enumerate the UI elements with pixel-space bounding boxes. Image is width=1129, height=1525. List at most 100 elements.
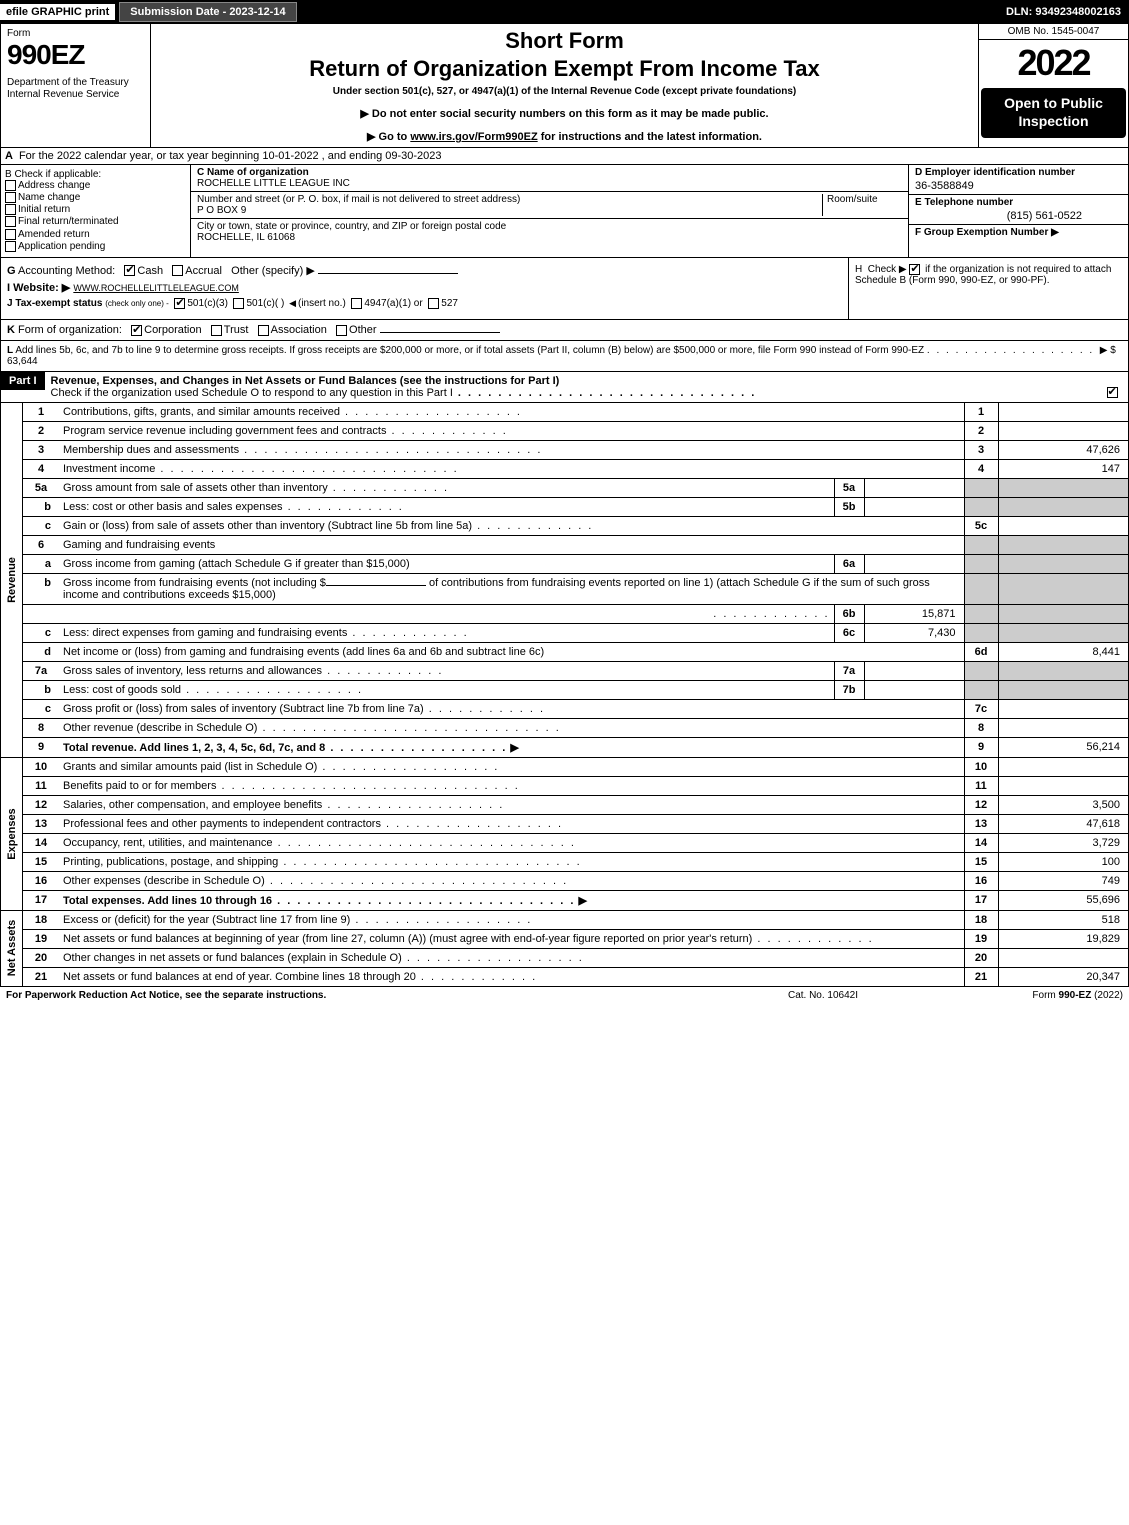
- form-header: Form 990EZ Department of the Treasury In…: [0, 24, 1129, 148]
- line-desc: Net assets or fund balances at end of ye…: [63, 971, 416, 983]
- footer-left: For Paperwork Reduction Act Notice, see …: [6, 990, 723, 1001]
- c-name-label: C Name of organization: [197, 167, 309, 178]
- sidebar-net-assets-label: Net Assets: [6, 920, 18, 976]
- checkbox-trust[interactable]: [211, 325, 222, 336]
- label-i: I Website: ▶: [7, 282, 70, 294]
- omb-number: OMB No. 1545-0047: [979, 24, 1128, 40]
- part-1-header: Part I Revenue, Expenses, and Changes in…: [0, 372, 1129, 403]
- checkbox-corp[interactable]: [131, 325, 142, 336]
- line-desc: Total expenses. Add lines 10 through 16: [63, 895, 272, 907]
- checkbox-final-return[interactable]: [5, 216, 16, 227]
- instruction-1: ▶ Do not enter social security numbers o…: [159, 107, 970, 120]
- ein-value: 36-3588849: [915, 180, 1122, 192]
- org-address: P O BOX 9: [197, 205, 246, 216]
- b-opt-1: Name change: [18, 192, 80, 203]
- footer-right-bold: 990-EZ: [1059, 990, 1092, 1001]
- line-num: d: [23, 642, 59, 661]
- checkbox-schedule-b[interactable]: [909, 264, 920, 275]
- line-desc: Total revenue. Add lines 1, 2, 3, 4, 5c,…: [63, 742, 325, 754]
- line-val: 100: [998, 852, 1128, 871]
- net-assets-section: Net Assets 18Excess or (deficit) for the…: [0, 911, 1129, 987]
- k-o1: Corporation: [144, 324, 201, 336]
- line-num: b: [23, 497, 59, 516]
- line-desc: Investment income: [63, 463, 155, 475]
- checkbox-name-change[interactable]: [5, 192, 16, 203]
- row-l: L Add lines 5b, 6c, and 7b to line 9 to …: [0, 341, 1129, 372]
- row-a: A For the 2022 calendar year, or tax yea…: [0, 148, 1129, 165]
- checkbox-pending[interactable]: [5, 241, 16, 252]
- line-val: 147: [998, 459, 1128, 478]
- line-rn: 2: [964, 421, 998, 440]
- checkbox-accrual[interactable]: [172, 265, 183, 276]
- c-city-label: City or town, state or province, country…: [197, 221, 506, 232]
- checkbox-4947[interactable]: [351, 298, 362, 309]
- line-rn: 9: [964, 737, 998, 757]
- gray-cell: [998, 535, 1128, 554]
- g-cash: Cash: [137, 265, 163, 277]
- line-num: 15: [23, 852, 59, 871]
- line-num: a: [23, 554, 59, 573]
- j-o2: 501(c)( ): [246, 298, 284, 309]
- line-val: [998, 776, 1128, 795]
- gray-cell: [998, 623, 1128, 642]
- gh-left: G Accounting Method: Cash Accrual Other …: [1, 258, 848, 319]
- line-num: 13: [23, 814, 59, 833]
- line-num: c: [23, 699, 59, 718]
- k-o4: Other: [349, 324, 377, 336]
- j-o2b: (insert no.): [298, 298, 346, 309]
- checkbox-amended[interactable]: [5, 229, 16, 240]
- gray-cell: [964, 478, 998, 497]
- label-g: G: [7, 265, 16, 277]
- line-num: 11: [23, 776, 59, 795]
- line-rn: 3: [964, 440, 998, 459]
- checkbox-assoc[interactable]: [258, 325, 269, 336]
- checkbox-501c3[interactable]: [174, 298, 185, 309]
- checkbox-527[interactable]: [428, 298, 439, 309]
- checkbox-schedule-o[interactable]: [1107, 387, 1118, 398]
- line-num: 16: [23, 871, 59, 890]
- gray-cell: [964, 573, 998, 604]
- line-rn: 13: [964, 814, 998, 833]
- short-form-title: Short Form: [159, 28, 970, 54]
- line-rn: 4: [964, 459, 998, 478]
- checkbox-other-org[interactable]: [336, 325, 347, 336]
- mid-box: 5b: [834, 497, 864, 516]
- line-num: 7a: [23, 661, 59, 680]
- line-num: 5a: [23, 478, 59, 497]
- checkbox-initial-return[interactable]: [5, 204, 16, 215]
- efile-label[interactable]: efile GRAPHIC print: [0, 4, 115, 20]
- under-section: Under section 501(c), 527, or 4947(a)(1)…: [159, 86, 970, 97]
- line-num: 8: [23, 718, 59, 737]
- part-1-label: Part I: [1, 372, 45, 390]
- j-o3: 4947(a)(1) or: [364, 298, 422, 309]
- line-num: 6: [23, 535, 59, 554]
- mid-box: 6c: [834, 623, 864, 642]
- dots: [453, 387, 756, 399]
- checkbox-cash[interactable]: [124, 265, 135, 276]
- gray-cell: [964, 623, 998, 642]
- inst2-pre: ▶ Go to: [367, 131, 410, 143]
- website-value[interactable]: WWW.ROCHELLELITTLELEAGUE.COM: [73, 283, 239, 293]
- line-desc: Benefits paid to or for members: [63, 780, 216, 792]
- line-num: 17: [23, 890, 59, 910]
- g-accrual: Accrual: [185, 265, 222, 277]
- line-num: b: [23, 680, 59, 699]
- line-val: 8,441: [998, 642, 1128, 661]
- mid-box: 7a: [834, 661, 864, 680]
- irs-link[interactable]: www.irs.gov/Form990EZ: [410, 131, 537, 143]
- line-rn: 5c: [964, 516, 998, 535]
- gray-cell: [998, 604, 1128, 623]
- checkbox-address-change[interactable]: [5, 180, 16, 191]
- sidebar-revenue: Revenue: [1, 403, 23, 757]
- checkbox-501c[interactable]: [233, 298, 244, 309]
- org-city: ROCHELLE, IL 61068: [197, 232, 295, 243]
- line-desc: Gross sales of inventory, less returns a…: [63, 665, 322, 677]
- line-desc: Other revenue (describe in Schedule O): [63, 722, 257, 734]
- j-sub: (check only one) -: [105, 299, 169, 308]
- line-desc: Excess or (deficit) for the year (Subtra…: [63, 914, 350, 926]
- line-desc: Membership dues and assessments: [63, 444, 239, 456]
- mid-val: 7,430: [864, 623, 964, 642]
- expenses-section: Expenses 10Grants and similar amounts pa…: [0, 758, 1129, 911]
- dept-label: Department of the Treasury Internal Reve…: [7, 77, 144, 101]
- footer-right-post: (2022): [1091, 990, 1123, 1001]
